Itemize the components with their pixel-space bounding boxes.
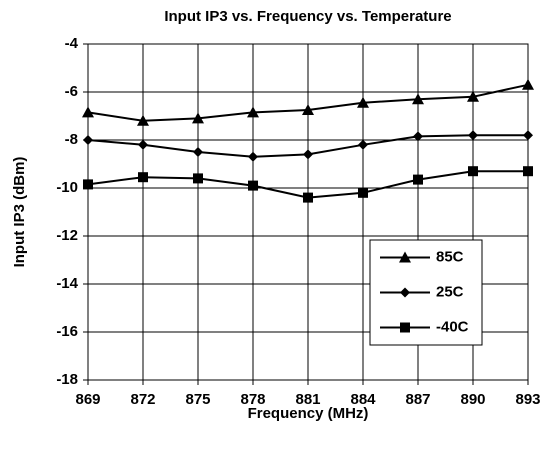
marker: [83, 179, 93, 190]
marker: [193, 147, 203, 157]
marker: [523, 130, 533, 141]
x-tick-label: 893: [515, 391, 540, 408]
x-tick-label: 872: [130, 391, 155, 408]
y-axis-label: Input IP3 (dBm): [11, 157, 28, 268]
chart-title: Input IP3 vs. Frequency vs. Temperature: [164, 8, 451, 25]
x-axis-label: Frequency (MHz): [248, 405, 369, 422]
x-tick-label: 884: [350, 391, 376, 408]
y-tick-label: -18: [56, 371, 78, 388]
y-tick-label: -8: [65, 131, 78, 148]
marker: [400, 287, 410, 298]
marker: [82, 106, 94, 118]
marker: [522, 78, 534, 90]
marker: [138, 172, 148, 183]
y-tick-label: -6: [65, 83, 78, 100]
marker: [193, 173, 203, 184]
marker: [468, 130, 478, 141]
y-tick-label: -14: [56, 275, 78, 292]
y-tick-label: -16: [56, 323, 78, 340]
marker: [413, 174, 423, 185]
marker: [83, 135, 93, 145]
y-tick-label: -4: [65, 35, 79, 52]
x-tick-label: 881: [295, 391, 320, 408]
y-tick-label: -10: [56, 179, 78, 196]
marker: [358, 187, 368, 198]
x-tick-label: 887: [405, 391, 430, 408]
marker: [468, 166, 478, 177]
marker: [412, 93, 424, 105]
y-tick-label: -12: [56, 227, 78, 244]
marker: [247, 106, 259, 118]
marker: [523, 166, 533, 177]
marker: [138, 139, 148, 150]
marker: [303, 149, 313, 160]
marker: [302, 104, 314, 115]
marker: [413, 131, 423, 142]
marker: [303, 192, 313, 203]
x-tick-label: 890: [460, 391, 485, 408]
marker: [357, 96, 369, 108]
x-tick-label: 869: [75, 391, 100, 408]
marker: [248, 180, 258, 191]
x-tick-label: 878: [240, 391, 265, 408]
legend-label: -40C: [436, 318, 469, 335]
marker: [358, 139, 368, 150]
marker: [467, 90, 479, 102]
marker: [400, 322, 410, 333]
marker: [248, 151, 258, 162]
legend-label: 25C: [436, 283, 464, 300]
legend-label: 85C: [436, 248, 464, 265]
marker: [192, 112, 204, 124]
marker: [399, 251, 411, 263]
x-tick-label: 875: [185, 391, 210, 408]
marker: [137, 114, 149, 126]
